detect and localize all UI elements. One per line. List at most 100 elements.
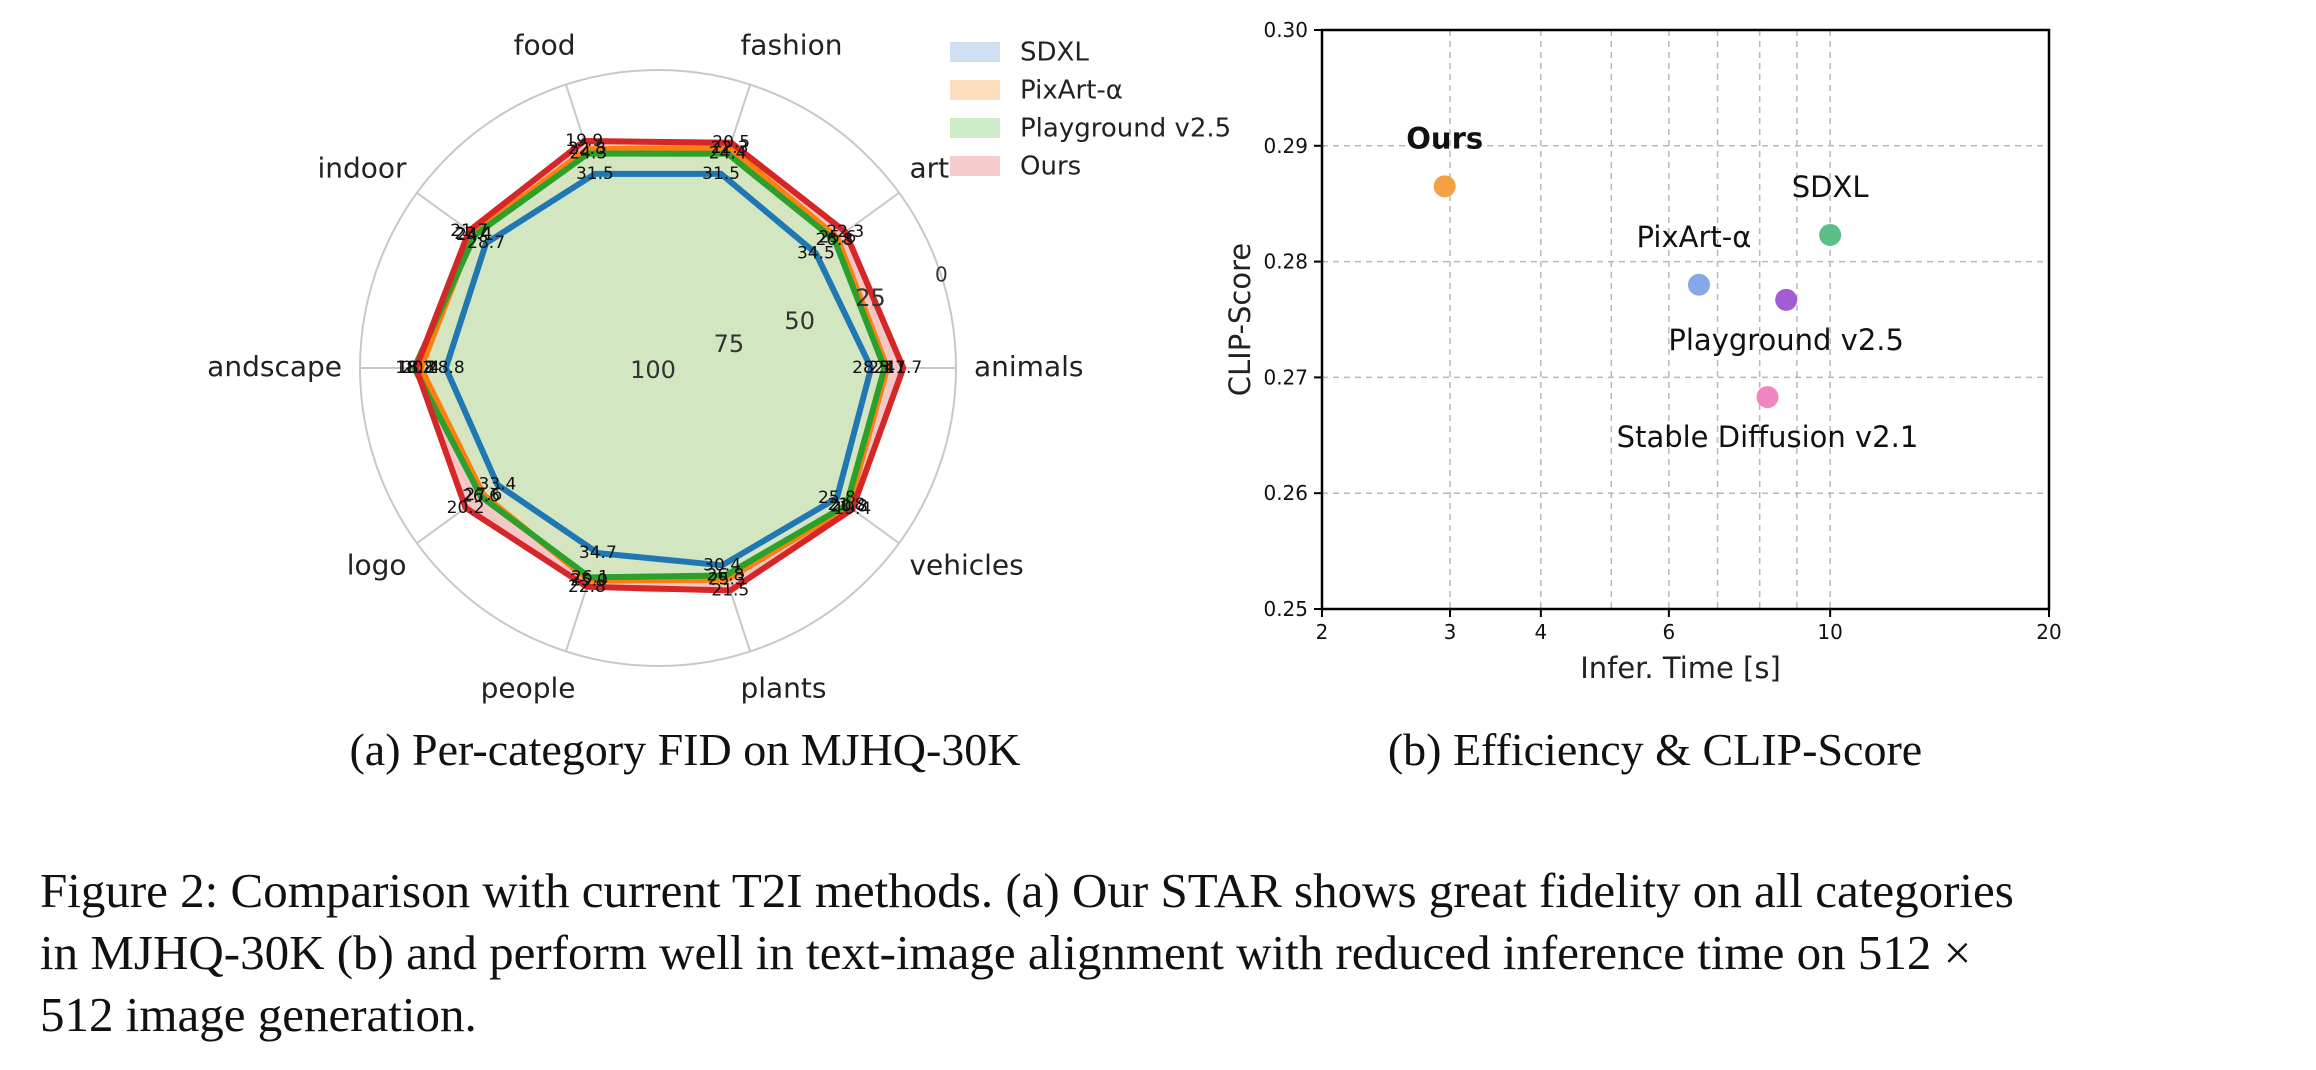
radar-category-label: fashion [740, 29, 842, 62]
scatter-xtick-label: 20 [2036, 620, 2061, 644]
radar-data-label: 26.1 [571, 567, 609, 587]
radar-tick-label: 25 [855, 284, 886, 312]
radar-data-label: 34.5 [797, 243, 835, 263]
legend-label: SDXL [1020, 38, 1089, 68]
radar-data-label: 25.3 [708, 570, 746, 590]
radar-data-label: 24 [874, 358, 896, 378]
radar-data-label: 21.7 [450, 221, 488, 241]
scatter-point-label: Ours [1406, 121, 1483, 155]
radar-data-label: 31.5 [576, 164, 614, 184]
radar-category-label: food [514, 29, 576, 62]
radar-data-label: 20.8 [830, 497, 868, 517]
radar-data-label: 24.3 [569, 143, 607, 163]
radar-data-label: 20.4 [402, 358, 440, 378]
radar-data-label: 28.5 [852, 358, 890, 378]
radar-data-label: 17.7 [884, 358, 922, 378]
radar-category-label: logo [347, 549, 407, 582]
figure-caption: Figure 2: Comparison with current T2I me… [40, 860, 2300, 1046]
legend-swatch [950, 42, 1000, 62]
radar-line-playground-v2-5 [411, 150, 888, 581]
radar-category-label: indoor [317, 151, 407, 184]
radar-data-label: 21.8 [828, 495, 866, 515]
subcaption-a: (a) Per-category FID on MJHQ-30K [349, 724, 1020, 775]
radar-data-label: 25.8 [818, 488, 856, 508]
scatter-ytick-label: 0.29 [1263, 134, 1308, 158]
scatter-ytick-label: 0.30 [1263, 18, 1308, 42]
radar-legend: SDXL PixArt-α Playground v2.5 Ours [950, 38, 1231, 182]
radar-data-label: 26.6 [462, 487, 500, 507]
radar-data-label: 20.5 [712, 133, 750, 153]
subcaption-b: (b) Efficiency & CLIP-Score [1388, 724, 1922, 775]
radar-data-label: 24.4 [709, 144, 747, 164]
scatter-frame [1320, 28, 2051, 611]
radar-data-label: 31.5 [702, 164, 740, 184]
legend-label: Playground v2.5 [1020, 114, 1231, 144]
legend-swatch [950, 156, 1000, 176]
radar-data-label: 20.2 [447, 498, 485, 518]
radar-tick-label: 50 [784, 307, 815, 335]
scatter-point-label: SDXL [1792, 170, 1869, 204]
radar-data-label: 24.1 [456, 225, 494, 245]
radar-data-label: 22.8 [568, 139, 606, 159]
radar-data-label: 18.8 [397, 358, 435, 378]
scatter-ytick-label: 0.26 [1263, 481, 1308, 505]
radar-data-label: 18.2 [395, 358, 433, 378]
scatter-ytick-label: 0.28 [1263, 250, 1308, 274]
radar-area-playground-v2-5 [414, 153, 885, 578]
scatter-point-label: Playground v2.5 [1668, 323, 1904, 357]
radar-data-label: 26.8 [816, 230, 854, 250]
scatter-point-stable-diffusion-v2-1 [1756, 386, 1779, 409]
scatter-point-playground-v2-5 [1775, 288, 1798, 311]
radar-data-label: 26.8 [706, 565, 744, 585]
scatter-point-ours [1433, 175, 1456, 198]
scatter-ytick-label: 0.27 [1263, 365, 1308, 389]
scatter-xtick-label: 3 [1444, 620, 1457, 644]
legend-swatch [950, 118, 1000, 138]
radar-data-label: 19.9 [565, 131, 603, 151]
scatter-chart: 2 3 4 6 10 20 0.25 0.26 0.27 0.28 0.29 0.30 Infer. T… [1223, 18, 2062, 685]
radar-data-label: 23.1 [868, 358, 906, 378]
scatter-xtick-label: 10 [1817, 620, 1842, 644]
radar-tick-label: 75 [714, 330, 745, 358]
legend-label: Ours [1020, 152, 1081, 182]
scatter-point-label: PixArt-α [1637, 220, 1752, 254]
radar-data-label: 28.8 [427, 358, 465, 378]
radar-chart: 0 25 50 75 100 31.5 34.5 28.5 25.8 30.4 34.7 33.4 28… [207, 29, 1231, 705]
radar-data-label: 21.5 [711, 580, 749, 600]
radar-data-label: 22.8 [568, 577, 606, 597]
radar-data-label: 33.4 [479, 475, 517, 495]
scatter-xtick-label: 6 [1663, 620, 1676, 644]
caption-line-3: 512 image generation. [40, 987, 477, 1042]
radar-data-label: 34.7 [579, 543, 617, 563]
radar-data-label: 30.4 [703, 555, 741, 575]
legend-swatch [950, 80, 1000, 100]
caption-line-2: in MJHQ-30K (b) and perform well in text… [40, 925, 1972, 980]
scatter-xtick-label: 2 [1316, 620, 1329, 644]
radar-data-label: 25.0 [570, 571, 608, 591]
radar-data-label: 19.4 [833, 499, 871, 519]
scatter-xtick-label: 4 [1534, 620, 1547, 644]
radar-data-label: 27.6 [465, 485, 503, 505]
scatter-point-pixart- [1687, 273, 1710, 296]
radar-data-label: 23.4 [454, 224, 492, 244]
scatter-point-sdxl [1819, 223, 1842, 246]
radar-data-label: 28.7 [467, 233, 505, 253]
scatter-point-label: Stable Diffusion v2.1 [1617, 420, 1919, 454]
radar-line-sdxl [442, 170, 875, 569]
radar-tick-label: 100 [630, 356, 676, 384]
scatter-y-axis-label: CLIP-Score [1223, 243, 1257, 397]
scatter-ytick-label: 0.25 [1263, 597, 1308, 621]
radar-data-label: 22.3 [711, 138, 749, 158]
radar-category-label: animals [974, 350, 1083, 383]
radar-data-label: 25.6 [818, 228, 856, 248]
scatter-x-axis-label: Infer. Time [s] [1580, 651, 1781, 685]
radar-tick-label: 0 [935, 262, 948, 286]
radar-category-label: vehicles [909, 549, 1023, 582]
caption-line-1: Figure 2: Comparison with current T2I me… [40, 863, 2014, 918]
legend-label: PixArt-α [1020, 76, 1123, 106]
radar-category-label: people [481, 671, 576, 704]
radar-category-label: andscape [207, 350, 342, 383]
radar-line-ours [413, 138, 907, 594]
radar-data-label: 22.3 [826, 222, 864, 242]
